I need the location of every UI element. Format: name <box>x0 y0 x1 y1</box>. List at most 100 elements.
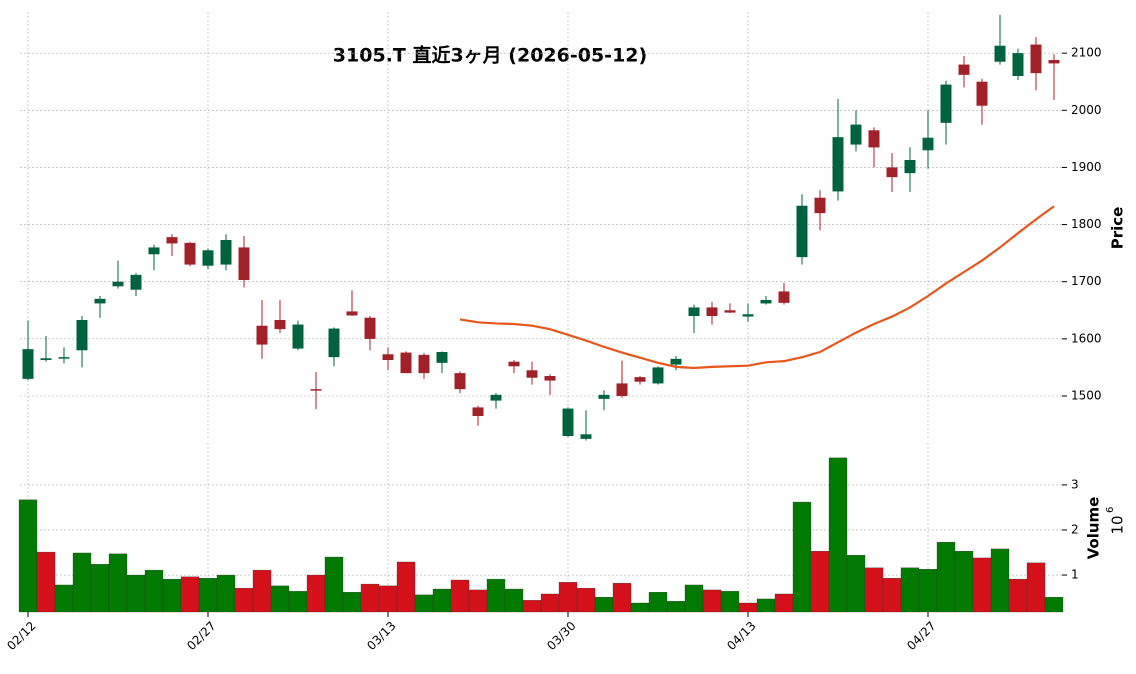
volume-bar <box>954 551 974 613</box>
volume-bar <box>216 574 236 613</box>
volume-bar <box>720 591 740 613</box>
candle-body <box>202 250 214 266</box>
candle-body <box>1030 44 1042 74</box>
candle-body <box>130 274 142 290</box>
candle-body <box>634 377 646 382</box>
y-tick-label: 1600 <box>1071 331 1102 345</box>
volume-bar <box>504 588 524 613</box>
volume-tick-label: 1 <box>1071 568 1079 582</box>
volume-bar <box>522 600 542 613</box>
candle-body <box>598 394 610 399</box>
volume-bar <box>378 585 398 613</box>
y-tick-label: 2000 <box>1071 103 1102 117</box>
volume-bar <box>1008 578 1028 613</box>
candle-body <box>40 358 52 360</box>
candle-body <box>184 242 196 265</box>
volume-tick-label: 3 <box>1071 477 1079 491</box>
volume-bar <box>882 578 902 613</box>
volume-bar <box>972 557 992 613</box>
candle-body <box>310 389 322 391</box>
volume-bar <box>324 556 344 613</box>
candle-body <box>472 407 484 416</box>
candle-body <box>112 281 124 287</box>
candle-body <box>328 328 340 358</box>
candle-body <box>490 394 502 401</box>
volume-bar <box>558 582 578 613</box>
volume-bar <box>162 578 182 613</box>
candle-body <box>688 307 700 316</box>
candle-body <box>868 130 880 148</box>
chart-title: 3105.T 直近3ヶ月 (2026-05-12) <box>333 44 647 67</box>
candle-body <box>364 317 376 339</box>
y-tick-label: 1500 <box>1071 389 1102 403</box>
volume-bar <box>1044 596 1064 613</box>
candle-body <box>580 434 592 439</box>
volume-bar <box>270 585 290 613</box>
candle-body <box>976 81 988 106</box>
candle-body <box>94 298 106 304</box>
x-tick-label: 02/27 <box>184 619 218 653</box>
volume-bar <box>828 457 848 613</box>
volume-bar <box>540 593 560 613</box>
candle-body <box>796 205 808 258</box>
volume-bar <box>252 569 272 613</box>
candle-body <box>706 307 718 316</box>
volume-bar <box>630 602 650 613</box>
volume-bar <box>90 564 110 613</box>
volume-bar <box>18 499 38 613</box>
volume-bar <box>468 589 488 613</box>
candle-body <box>886 167 898 178</box>
candle-body <box>148 247 160 255</box>
y-tick-label: 2100 <box>1071 46 1102 60</box>
volume-bar <box>54 584 74 613</box>
volume-bar <box>666 601 686 613</box>
volume-bar <box>396 561 416 613</box>
volume-bar <box>738 602 758 613</box>
volume-bar <box>342 592 362 613</box>
candle-body <box>742 314 754 317</box>
y-tick-label: 1800 <box>1071 217 1102 231</box>
volume-bar <box>432 588 452 613</box>
volume-bar <box>144 569 164 613</box>
volume-bar <box>612 583 632 613</box>
candle-body <box>346 311 358 316</box>
candle-body <box>778 291 790 303</box>
candle-body <box>274 320 286 330</box>
scale-exponent: 6 <box>1105 507 1116 513</box>
candle-body <box>994 45 1006 62</box>
candle-body <box>400 352 412 374</box>
candle-body <box>418 354 430 374</box>
volume-bar <box>486 578 506 613</box>
volume-bar <box>810 551 830 613</box>
candle-body <box>238 247 250 280</box>
volume-bar <box>72 552 92 613</box>
volume-bar <box>792 501 812 613</box>
candle-body <box>562 408 574 436</box>
x-tick-label: 04/13 <box>724 619 758 653</box>
moving-average <box>459 205 1055 370</box>
candle-body <box>832 137 844 192</box>
candle-body <box>814 197 826 214</box>
volume-axis-label: Volume <box>1085 497 1103 560</box>
volume-bar <box>234 587 254 613</box>
volume-bar <box>126 574 146 613</box>
volume-bar <box>360 583 380 613</box>
candle-body <box>670 358 682 365</box>
candle-body <box>850 124 862 145</box>
candle-body <box>544 376 556 381</box>
candle-body <box>454 373 466 390</box>
volume-bar <box>936 541 956 613</box>
volume-bar <box>198 578 218 613</box>
volume-bar <box>684 584 704 613</box>
candle-body <box>166 237 178 244</box>
candle-body <box>922 137 934 151</box>
candle-body <box>1048 60 1060 64</box>
volume-bar <box>180 576 200 613</box>
volume-bar <box>702 589 722 613</box>
candle-body <box>292 324 304 349</box>
volume-bar <box>288 591 308 613</box>
volume-bar <box>900 567 920 613</box>
candle-body <box>940 84 952 123</box>
volume-bar <box>306 574 326 613</box>
